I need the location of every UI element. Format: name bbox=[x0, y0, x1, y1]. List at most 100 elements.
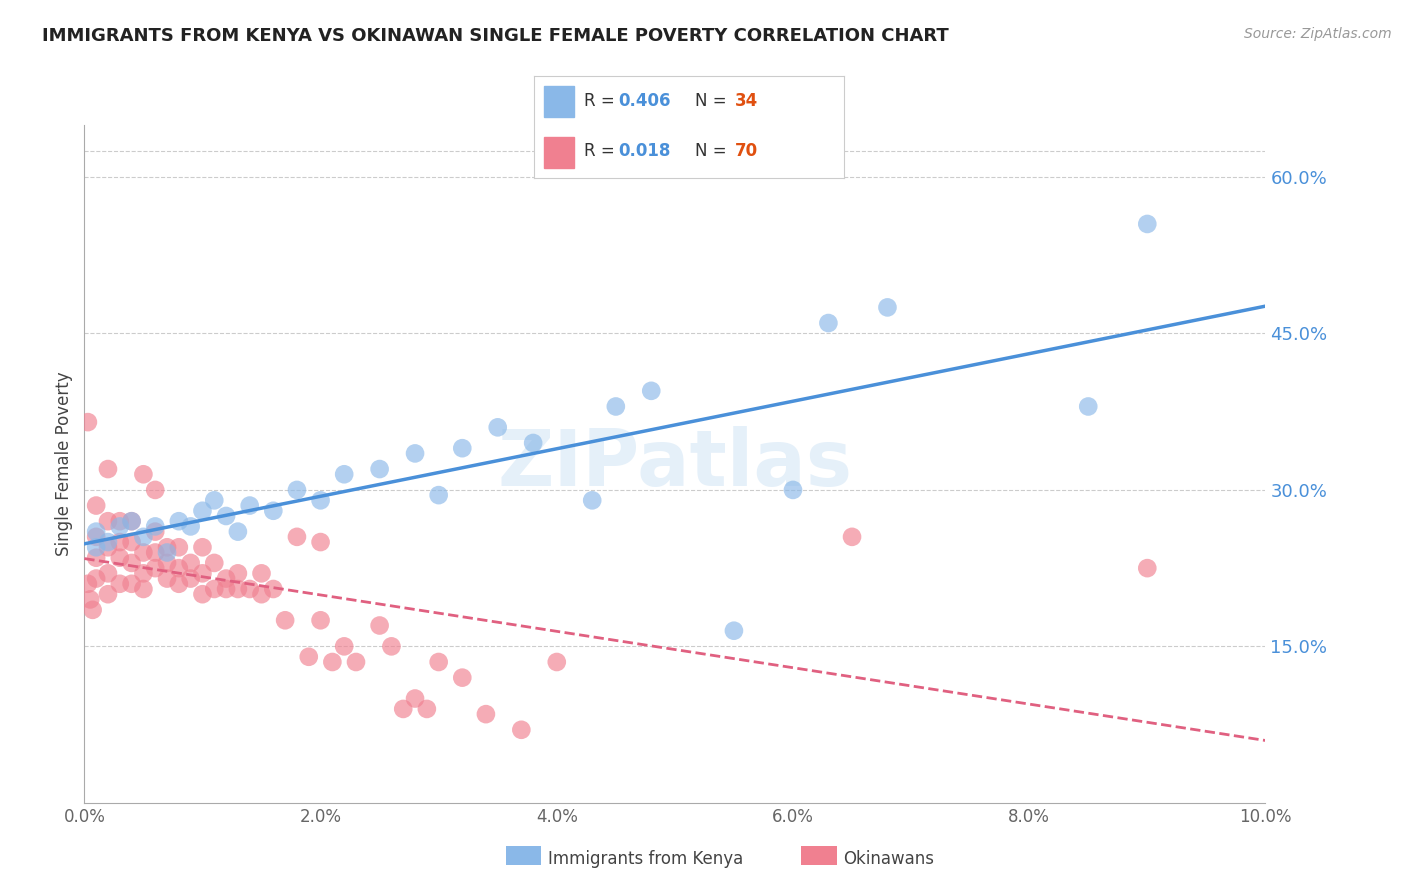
Point bbox=[143, 545, 166, 559]
Point bbox=[451, 441, 474, 455]
Point bbox=[108, 535, 131, 549]
Point bbox=[226, 566, 249, 581]
Point bbox=[404, 691, 426, 706]
Point bbox=[392, 702, 415, 716]
Point bbox=[202, 556, 225, 570]
Text: R =: R = bbox=[583, 142, 620, 160]
Text: ZIPatlas: ZIPatlas bbox=[498, 425, 852, 502]
Point bbox=[167, 576, 190, 591]
Point bbox=[1136, 217, 1159, 231]
Point bbox=[82, 603, 104, 617]
Point bbox=[1077, 400, 1099, 414]
Y-axis label: Single Female Poverty: Single Female Poverty bbox=[55, 372, 73, 556]
Text: N =: N = bbox=[695, 142, 733, 160]
Point bbox=[451, 671, 474, 685]
Point bbox=[215, 572, 238, 586]
Point bbox=[605, 400, 627, 414]
Point bbox=[202, 493, 225, 508]
Point bbox=[1136, 561, 1159, 575]
Point bbox=[723, 624, 745, 638]
Text: Source: ZipAtlas.com: Source: ZipAtlas.com bbox=[1244, 27, 1392, 41]
Point bbox=[475, 707, 498, 722]
Point bbox=[309, 613, 332, 627]
Point bbox=[191, 566, 214, 581]
Point bbox=[84, 572, 107, 586]
Point bbox=[368, 462, 391, 476]
Point bbox=[167, 514, 190, 528]
Point bbox=[239, 582, 262, 596]
Point bbox=[191, 504, 214, 518]
Point bbox=[108, 550, 131, 565]
Point bbox=[84, 530, 107, 544]
Point bbox=[427, 488, 450, 502]
Point bbox=[262, 582, 284, 596]
Point bbox=[97, 462, 120, 476]
Point bbox=[97, 541, 120, 555]
Point bbox=[250, 566, 273, 581]
Point bbox=[132, 545, 155, 559]
Point bbox=[97, 587, 120, 601]
Bar bbox=[544, 87, 575, 117]
Point bbox=[156, 541, 179, 555]
Point bbox=[84, 541, 107, 555]
Point bbox=[215, 508, 238, 523]
Point bbox=[97, 514, 120, 528]
Point bbox=[121, 535, 143, 549]
Point bbox=[285, 483, 308, 497]
Text: 34: 34 bbox=[735, 93, 759, 111]
Point bbox=[817, 316, 839, 330]
Point bbox=[121, 576, 143, 591]
Point bbox=[121, 514, 143, 528]
Point bbox=[298, 649, 321, 664]
Point bbox=[841, 530, 863, 544]
Point bbox=[546, 655, 568, 669]
Point bbox=[84, 499, 107, 513]
Point bbox=[180, 519, 202, 533]
Point bbox=[143, 519, 166, 533]
Point bbox=[262, 504, 284, 518]
Point bbox=[427, 655, 450, 669]
Point bbox=[143, 483, 166, 497]
Point bbox=[876, 301, 898, 315]
Point bbox=[274, 613, 297, 627]
Point bbox=[108, 514, 131, 528]
Point bbox=[143, 524, 166, 539]
Point bbox=[167, 561, 190, 575]
Text: N =: N = bbox=[695, 93, 733, 111]
Point bbox=[121, 556, 143, 570]
Point bbox=[486, 420, 509, 434]
Text: Immigrants from Kenya: Immigrants from Kenya bbox=[548, 850, 744, 868]
Point bbox=[285, 530, 308, 544]
Point bbox=[309, 535, 332, 549]
Point bbox=[333, 467, 356, 482]
Point bbox=[84, 524, 107, 539]
Point bbox=[215, 582, 238, 596]
Point bbox=[380, 640, 402, 654]
Text: R =: R = bbox=[583, 93, 620, 111]
Point bbox=[522, 436, 544, 450]
Point bbox=[77, 415, 100, 429]
Point bbox=[782, 483, 804, 497]
Text: IMMIGRANTS FROM KENYA VS OKINAWAN SINGLE FEMALE POVERTY CORRELATION CHART: IMMIGRANTS FROM KENYA VS OKINAWAN SINGLE… bbox=[42, 27, 949, 45]
Text: 0.018: 0.018 bbox=[617, 142, 671, 160]
Point bbox=[191, 541, 214, 555]
Point bbox=[250, 587, 273, 601]
Point bbox=[191, 587, 214, 601]
Point bbox=[640, 384, 662, 398]
Point bbox=[77, 576, 100, 591]
Point bbox=[180, 556, 202, 570]
Point bbox=[202, 582, 225, 596]
Point bbox=[344, 655, 367, 669]
Point bbox=[321, 655, 343, 669]
Text: Okinawans: Okinawans bbox=[844, 850, 935, 868]
Point bbox=[581, 493, 603, 508]
Point bbox=[132, 582, 155, 596]
Point bbox=[156, 545, 179, 559]
Point bbox=[84, 550, 107, 565]
Point bbox=[97, 566, 120, 581]
Point bbox=[180, 572, 202, 586]
Point bbox=[156, 572, 179, 586]
Point bbox=[121, 514, 143, 528]
Point bbox=[333, 640, 356, 654]
Point bbox=[132, 566, 155, 581]
